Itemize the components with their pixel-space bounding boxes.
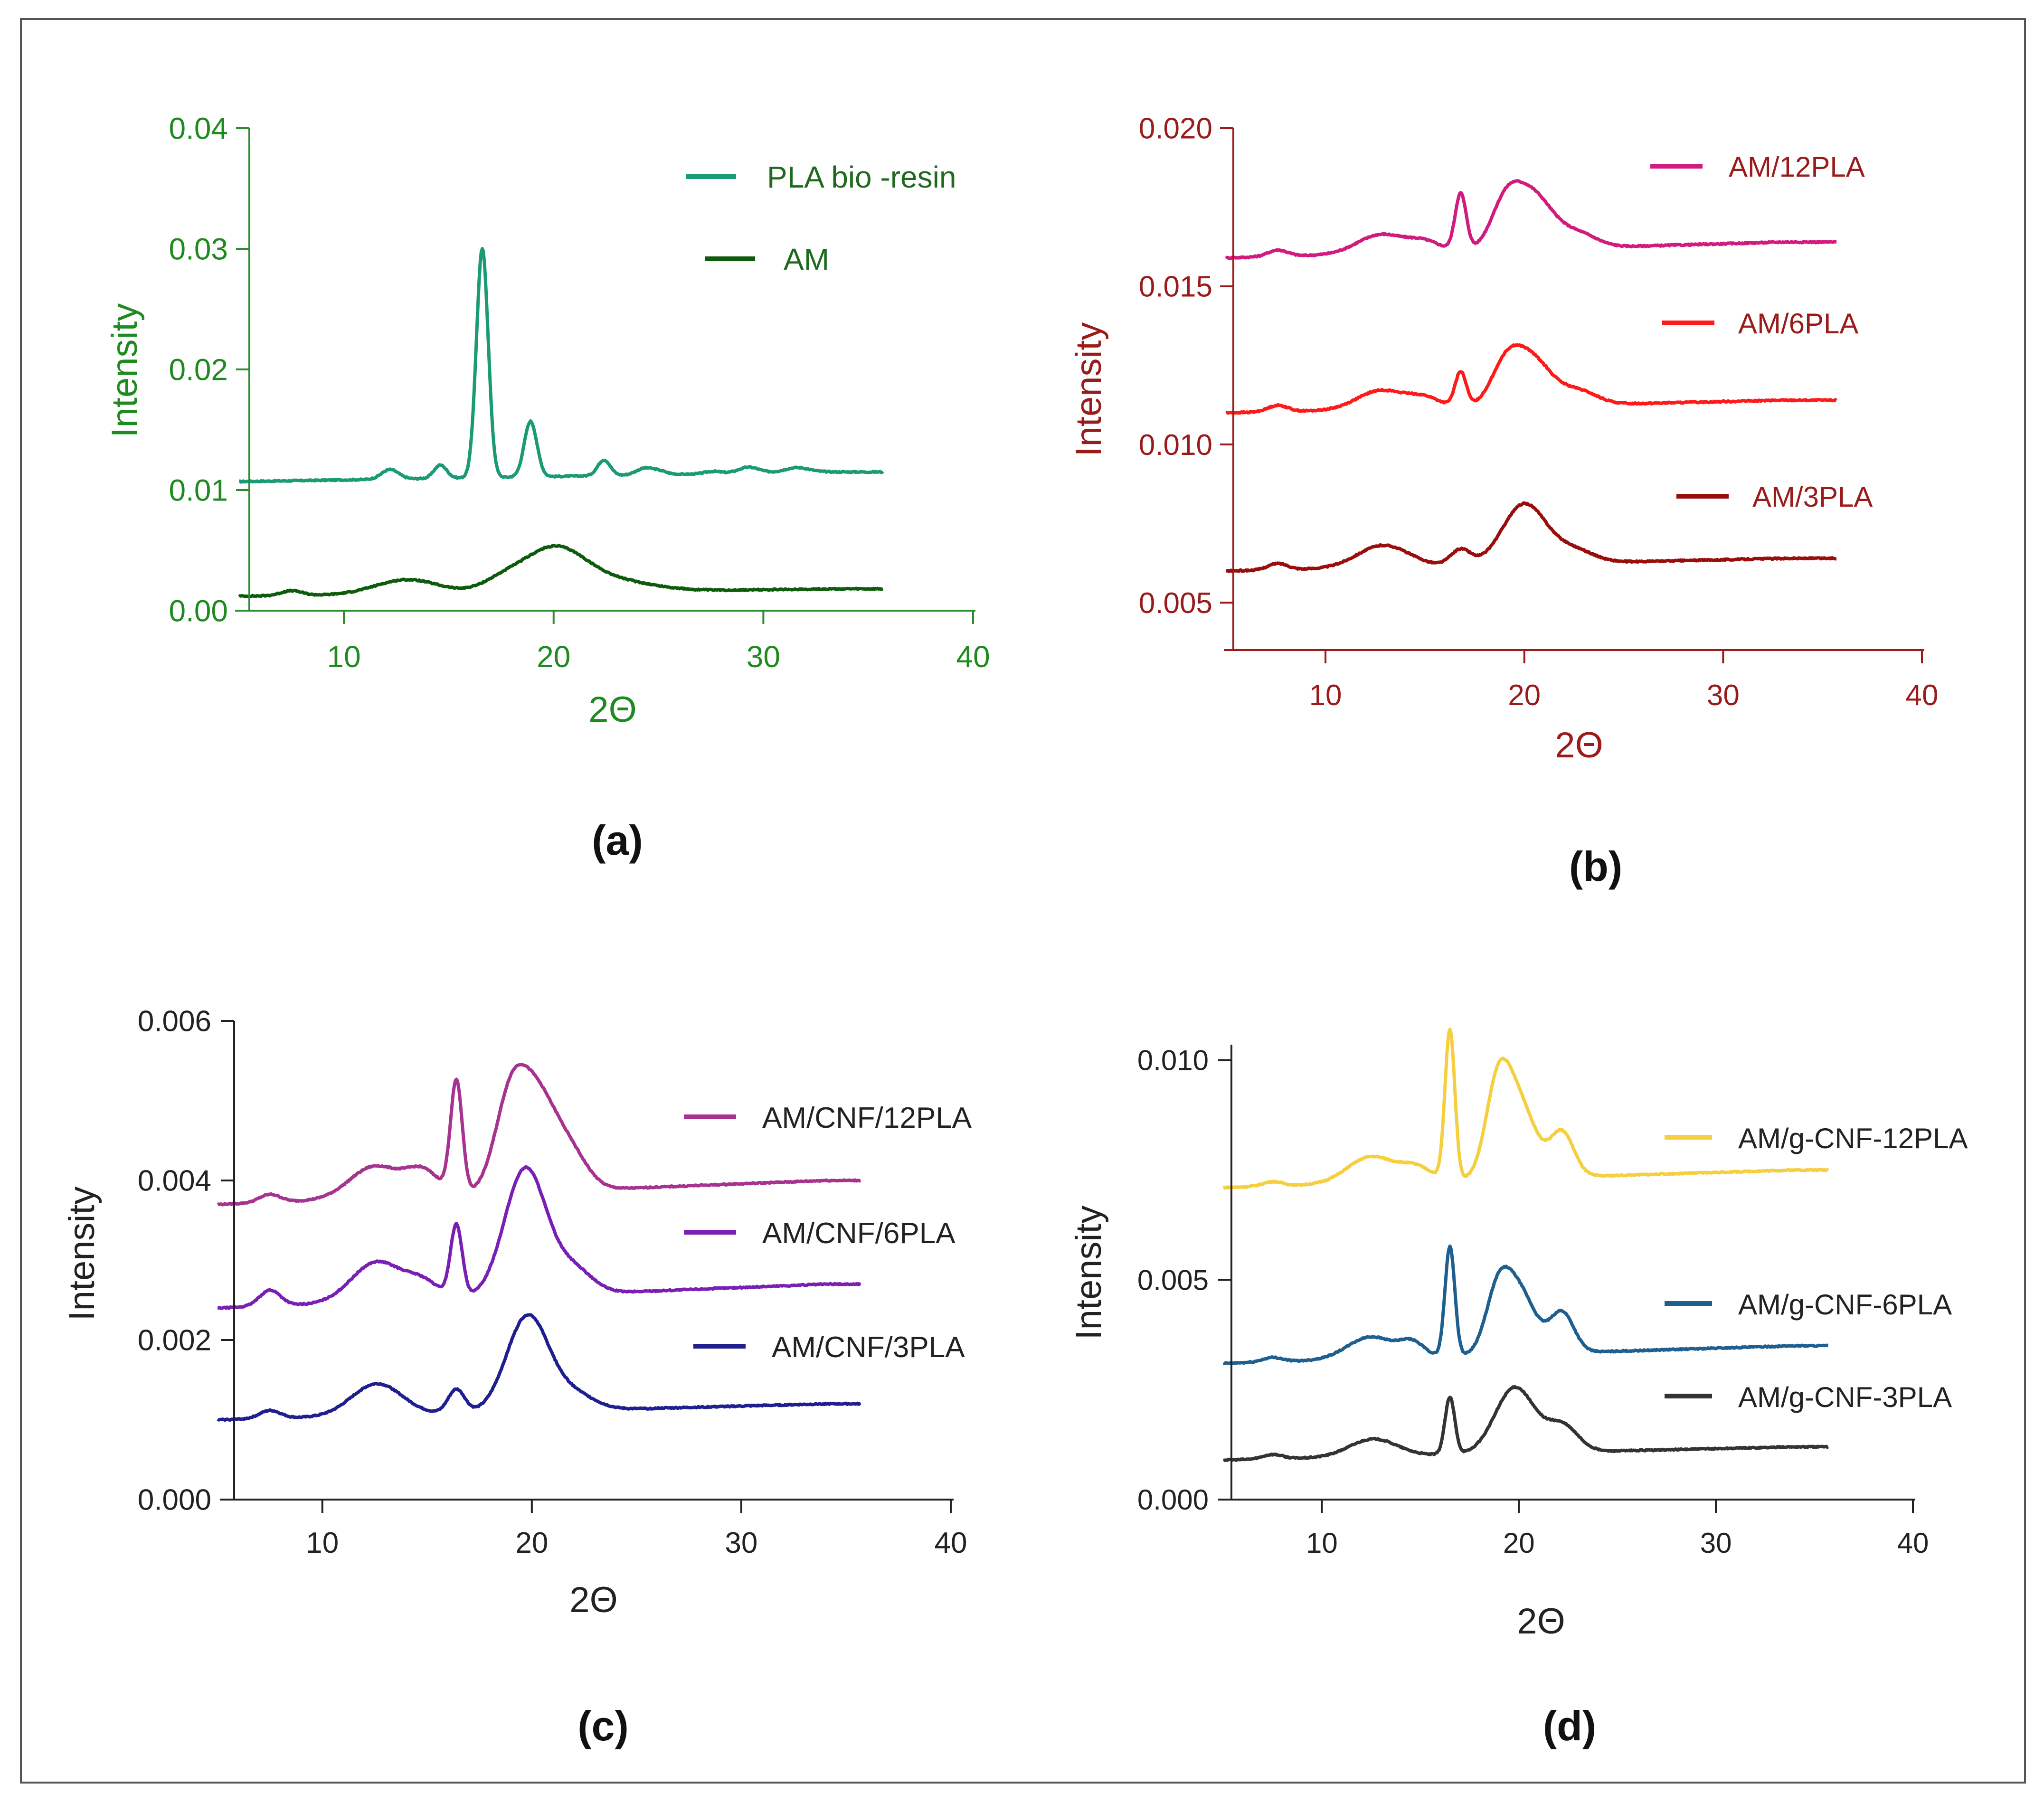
legend-label-am-cnf-3pla: AM/CNF/3PLA xyxy=(772,1331,965,1364)
panel-a-caption: (a) xyxy=(592,817,643,864)
series-line-am-g-cnf-3pla xyxy=(1222,1385,1829,1462)
y-tick-label: 0.00 xyxy=(169,594,228,628)
x-tick-label: 10 xyxy=(1306,1527,1338,1559)
legend-label-am-cnf-12pla: AM/CNF/12PLA xyxy=(762,1102,972,1134)
y-tick-label: 0.015 xyxy=(1139,271,1212,303)
x-tick-label: 30 xyxy=(725,1527,757,1559)
x-tick-label: 40 xyxy=(1897,1527,1929,1559)
y-tick-label: 0.004 xyxy=(138,1165,211,1198)
x-tick-label: 10 xyxy=(1309,679,1342,712)
panel-b-series xyxy=(1225,179,1837,573)
series-line-am xyxy=(238,544,884,598)
x-tick-label: 10 xyxy=(327,640,361,674)
panel-a-legend: PLA bio -resin AM xyxy=(686,160,956,276)
panel-d-caption: (d) xyxy=(1543,1702,1596,1749)
series-line-am-cnf-6pla xyxy=(217,1165,861,1310)
panel-b: 10 20 30 40 0.005 0.010 0.015 0.020 2Θ Intensit… xyxy=(1069,113,1938,890)
legend-label-am-6pla: AM/6PLA xyxy=(1738,308,1858,340)
panel-d: 10 20 30 40 0.000 0.005 0.010 2Θ Intensity AM/… xyxy=(1069,1028,1968,1749)
x-tick-label: 20 xyxy=(537,640,570,674)
panel-a-ticks: 10 20 30 40 0.00 0.01 0.02 0.03 0.04 xyxy=(169,111,990,674)
series-line-pla-bio-resin xyxy=(238,247,884,484)
y-tick-label: 0.010 xyxy=(1139,429,1212,462)
x-tick-label: 30 xyxy=(1700,1527,1732,1559)
figure-border xyxy=(20,18,2026,1784)
x-tick-label: 20 xyxy=(1508,679,1541,712)
panel-c-series xyxy=(217,1063,861,1422)
panel-a-series xyxy=(238,247,884,598)
y-tick-label: 0.03 xyxy=(169,232,228,266)
panel-c-y-label: Intensity xyxy=(62,1186,102,1321)
panel-a-y-label: Intensity xyxy=(104,303,145,437)
series-line-am-6pla xyxy=(1225,343,1837,415)
y-tick-label: 0.020 xyxy=(1139,113,1212,145)
x-tick-label: 40 xyxy=(956,640,990,674)
legend-label-am-cnf-6pla: AM/CNF/6PLA xyxy=(762,1217,956,1250)
legend-label-am-g-cnf-3pla: AM/g-CNF-3PLA xyxy=(1738,1381,1952,1413)
series-line-am-12pla xyxy=(1225,179,1837,260)
legend-label-am: AM xyxy=(784,242,829,276)
series-line-am-g-cnf-6pla xyxy=(1222,1244,1829,1365)
x-tick-label: 20 xyxy=(1503,1527,1535,1559)
x-tick-label: 40 xyxy=(1906,679,1939,712)
x-tick-label: 40 xyxy=(935,1527,967,1559)
y-tick-label: 0.04 xyxy=(169,111,228,145)
series-line-am-cnf-3pla xyxy=(217,1313,861,1422)
panel-c-x-label: 2Θ xyxy=(569,1580,617,1620)
legend-label-am-12pla: AM/12PLA xyxy=(1729,151,1865,183)
panel-d-x-label: 2Θ xyxy=(1517,1601,1565,1642)
legend-label-am-g-cnf-12pla: AM/g-CNF-12PLA xyxy=(1738,1123,1968,1154)
y-tick-label: 0.010 xyxy=(1137,1045,1209,1076)
x-tick-label: 10 xyxy=(306,1527,339,1559)
panel-a: 10 20 30 40 0.00 0.01 0.02 0.03 0.04 2Θ Intensit… xyxy=(104,111,990,864)
panel-d-y-label: Intensity xyxy=(1069,1205,1109,1340)
y-tick-label: 0.006 xyxy=(138,1005,211,1038)
y-tick-label: 0.000 xyxy=(138,1484,211,1517)
y-tick-label: 0.01 xyxy=(169,473,228,507)
y-tick-label: 0.005 xyxy=(1137,1264,1209,1296)
y-tick-label: 0.000 xyxy=(1137,1484,1209,1516)
panel-c-caption: (c) xyxy=(577,1702,629,1749)
panel-c-legend: AM/CNF/12PLA AM/CNF/6PLA AM/CNF/3PLA xyxy=(684,1102,972,1364)
legend-label-am-3pla: AM/3PLA xyxy=(1752,481,1873,513)
x-tick-label: 30 xyxy=(747,640,780,674)
series-line-am-3pla xyxy=(1225,501,1837,573)
panel-b-x-label: 2Θ xyxy=(1555,725,1603,765)
panel-d-ticks: 10 20 30 40 0.000 0.005 0.010 xyxy=(1137,1045,1929,1559)
series-line-am-g-cnf-12pla xyxy=(1222,1028,1829,1190)
panel-c: 10 20 30 40 0.000 0.002 0.004 0.006 2Θ Intensit… xyxy=(62,1005,972,1749)
y-tick-label: 0.002 xyxy=(138,1324,211,1357)
panel-b-ticks: 10 20 30 40 0.005 0.010 0.015 0.020 xyxy=(1139,113,1939,712)
legend-label-am-g-cnf-6pla: AM/g-CNF-6PLA xyxy=(1738,1289,1952,1321)
panel-b-caption: (b) xyxy=(1569,843,1622,890)
legend-label-pla-bio-resin: PLA bio -resin xyxy=(767,160,956,194)
x-tick-label: 20 xyxy=(515,1527,548,1559)
y-tick-label: 0.02 xyxy=(169,352,228,387)
panel-d-legend: AM/g-CNF-12PLA AM/g-CNF-6PLA AM/g-CNF-3P… xyxy=(1665,1123,1968,1413)
panel-c-ticks: 10 20 30 40 0.000 0.002 0.004 0.006 xyxy=(138,1005,967,1559)
panel-b-legend: AM/12PLA AM/6PLA AM/3PLA xyxy=(1650,151,1873,513)
x-tick-label: 30 xyxy=(1707,679,1740,712)
panel-a-x-label: 2Θ xyxy=(588,689,636,730)
y-tick-label: 0.005 xyxy=(1139,587,1212,620)
panel-b-y-label: Intensity xyxy=(1069,322,1109,456)
series-line-am-cnf-12pla xyxy=(217,1063,861,1207)
panel-d-series xyxy=(1222,1028,1829,1462)
